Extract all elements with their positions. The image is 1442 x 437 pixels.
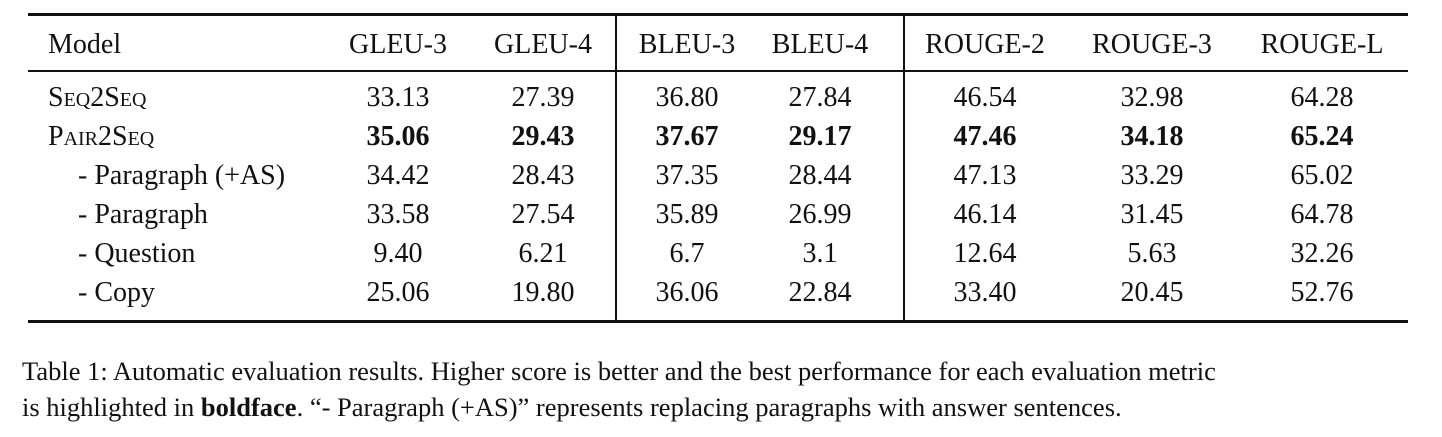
row-label: - Copy <box>78 277 155 308</box>
cell-value: 19.80 <box>511 277 575 308</box>
cell-value: 28.43 <box>511 160 575 191</box>
row-label: Seq2Seq <box>48 82 147 113</box>
cell-value: 5.63 <box>1127 238 1177 269</box>
cell-value: 25.06 <box>366 277 430 308</box>
caption-line: is highlighted in boldface. “- Paragraph… <box>22 390 1122 424</box>
column-separator <box>903 15 905 320</box>
cell-value: 46.14 <box>953 199 1017 230</box>
cell-value: 46.54 <box>953 82 1017 113</box>
cell-value: 27.54 <box>511 199 575 230</box>
cell-value: 64.28 <box>1290 82 1354 113</box>
column-header: Model <box>48 29 122 60</box>
column-header: GLEU-3 <box>349 29 447 60</box>
cell-value: 32.98 <box>1120 82 1184 113</box>
cell-value: 22.84 <box>788 277 852 308</box>
cell-value: 6.21 <box>518 238 568 269</box>
cell-value: 36.06 <box>655 277 719 308</box>
cell-value: 34.18 <box>1120 121 1184 152</box>
cell-value: 34.42 <box>366 160 430 191</box>
caption-text: is highlighted in <box>22 392 201 422</box>
caption-line: Table 1: Automatic evaluation results. H… <box>22 356 1216 386</box>
cell-value: 35.89 <box>655 199 719 230</box>
row-label: - Question <box>78 238 196 269</box>
caption-bold: boldface <box>200 392 297 422</box>
cell-value: 65.24 <box>1290 121 1354 152</box>
cell-value: 33.29 <box>1120 160 1184 191</box>
cell-value: 6.7 <box>669 238 705 269</box>
cell-value: 20.45 <box>1120 277 1184 308</box>
cell-value: 31.45 <box>1120 199 1184 230</box>
cell-value: 65.02 <box>1290 160 1354 191</box>
cell-value: 33.13 <box>366 82 430 113</box>
cell-value: 47.13 <box>953 160 1017 191</box>
cell-value: 33.58 <box>366 199 430 230</box>
row-label: - Paragraph <box>78 199 208 230</box>
cell-value: 37.67 <box>655 121 719 152</box>
column-header: BLEU-4 <box>771 29 869 60</box>
cell-value: 28.44 <box>788 160 852 191</box>
cell-value: 32.26 <box>1290 238 1354 269</box>
cell-value: 3.1 <box>802 238 838 269</box>
cell-value: 27.84 <box>788 82 852 113</box>
cell-value: 29.17 <box>788 121 852 152</box>
column-header: ROUGE-L <box>1260 29 1384 60</box>
header-rule <box>28 70 1408 72</box>
column-separator <box>615 15 617 320</box>
cell-value: 33.40 <box>953 277 1017 308</box>
cell-value: 36.80 <box>655 82 719 113</box>
cell-value: 35.06 <box>366 121 430 152</box>
column-header: ROUGE-2 <box>925 29 1045 60</box>
cell-value: 12.64 <box>953 238 1017 269</box>
caption-text: . “- Paragraph (+AS)” represents replaci… <box>296 392 1122 422</box>
row-label: - Paragraph (+AS) <box>78 160 286 191</box>
cell-value: 9.40 <box>373 238 423 269</box>
column-header: GLEU-4 <box>494 29 592 60</box>
cell-value: 64.78 <box>1290 199 1354 230</box>
bottom-rule <box>28 320 1408 323</box>
cell-value: 37.35 <box>655 160 719 191</box>
cell-value: 52.76 <box>1290 277 1354 308</box>
column-header: BLEU-3 <box>638 29 736 60</box>
cell-value: 26.99 <box>788 199 852 230</box>
top-rule <box>28 13 1408 16</box>
cell-value: 47.46 <box>953 121 1017 152</box>
cell-value: 29.43 <box>511 121 575 152</box>
column-header: ROUGE-3 <box>1092 29 1212 60</box>
row-label: Pair2Seq <box>48 121 155 152</box>
cell-value: 27.39 <box>511 82 575 113</box>
